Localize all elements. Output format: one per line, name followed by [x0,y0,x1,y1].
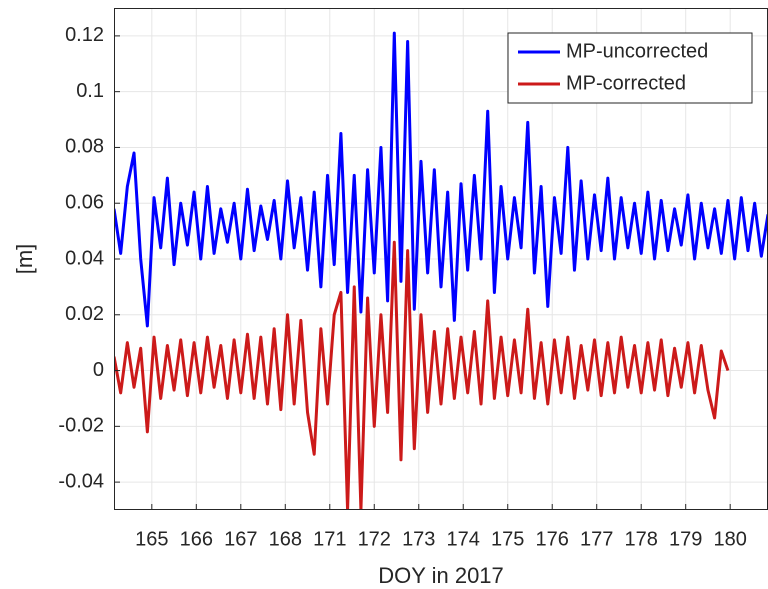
legend-label: MP-corrected [566,72,686,94]
y-tick-label: -0.04 [58,470,104,492]
y-tick-label: 0.06 [65,192,104,214]
x-tick-label: 165 [135,528,168,550]
y-tick-label: 0 [93,359,104,381]
x-tick-label: 173 [402,528,435,550]
x-tick-label: 167 [224,528,257,550]
x-tick-label: 176 [536,528,569,550]
legend-box [507,32,753,104]
x-axis-label: DOY in 2017 [378,563,504,588]
y-tick-label: 0.1 [76,80,104,102]
x-tick-label: 166 [180,528,213,550]
x-tick-label: 174 [447,528,480,550]
x-tick-label: 172 [358,528,391,550]
x-tick-label: 179 [669,528,702,550]
x-tick-label: 175 [491,528,524,550]
x-tick-label: 178 [625,528,658,550]
series-line [114,31,768,328]
x-tick-label: 168 [269,528,302,550]
x-tick-label: 177 [580,528,613,550]
y-tick-label: 0.08 [65,136,104,158]
series-line [114,240,730,510]
y-tick-label: 0.04 [65,247,104,269]
y-axis-label: [m] [12,244,37,275]
x-tick-label: 180 [713,528,746,550]
y-tick-label: 0.02 [65,303,104,325]
x-tick-label: 171 [313,528,346,550]
y-tick-label: -0.02 [58,415,104,437]
legend-label: MP-uncorrected [566,40,708,62]
y-tick-label: 0.12 [65,24,104,46]
